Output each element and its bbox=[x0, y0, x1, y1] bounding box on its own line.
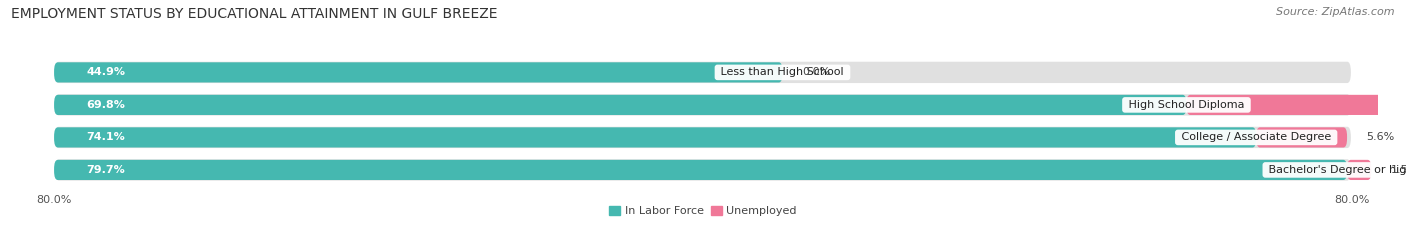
FancyBboxPatch shape bbox=[1187, 95, 1406, 115]
Text: Less than High School: Less than High School bbox=[717, 67, 848, 77]
Text: 79.7%: 79.7% bbox=[87, 165, 125, 175]
Text: Source: ZipAtlas.com: Source: ZipAtlas.com bbox=[1277, 7, 1395, 17]
FancyBboxPatch shape bbox=[53, 158, 1353, 182]
Text: 44.9%: 44.9% bbox=[87, 67, 125, 77]
FancyBboxPatch shape bbox=[53, 93, 1353, 116]
FancyBboxPatch shape bbox=[1347, 160, 1371, 180]
Text: 1.5%: 1.5% bbox=[1391, 165, 1406, 175]
Text: 69.8%: 69.8% bbox=[87, 100, 125, 110]
FancyBboxPatch shape bbox=[53, 126, 1353, 149]
Text: 74.1%: 74.1% bbox=[87, 132, 125, 142]
Text: College / Associate Degree: College / Associate Degree bbox=[1178, 132, 1334, 142]
FancyBboxPatch shape bbox=[53, 95, 1187, 115]
Text: High School Diploma: High School Diploma bbox=[1125, 100, 1249, 110]
Text: 0.0%: 0.0% bbox=[801, 67, 830, 77]
FancyBboxPatch shape bbox=[53, 62, 783, 82]
Legend: In Labor Force, Unemployed: In Labor Force, Unemployed bbox=[609, 206, 797, 216]
Text: EMPLOYMENT STATUS BY EDUCATIONAL ATTAINMENT IN GULF BREEZE: EMPLOYMENT STATUS BY EDUCATIONAL ATTAINM… bbox=[11, 7, 498, 21]
Text: Bachelor's Degree or higher: Bachelor's Degree or higher bbox=[1265, 165, 1406, 175]
FancyBboxPatch shape bbox=[1256, 127, 1347, 147]
Text: 5.6%: 5.6% bbox=[1367, 132, 1395, 142]
FancyBboxPatch shape bbox=[53, 160, 1347, 180]
FancyBboxPatch shape bbox=[53, 127, 1256, 147]
FancyBboxPatch shape bbox=[53, 61, 1353, 84]
